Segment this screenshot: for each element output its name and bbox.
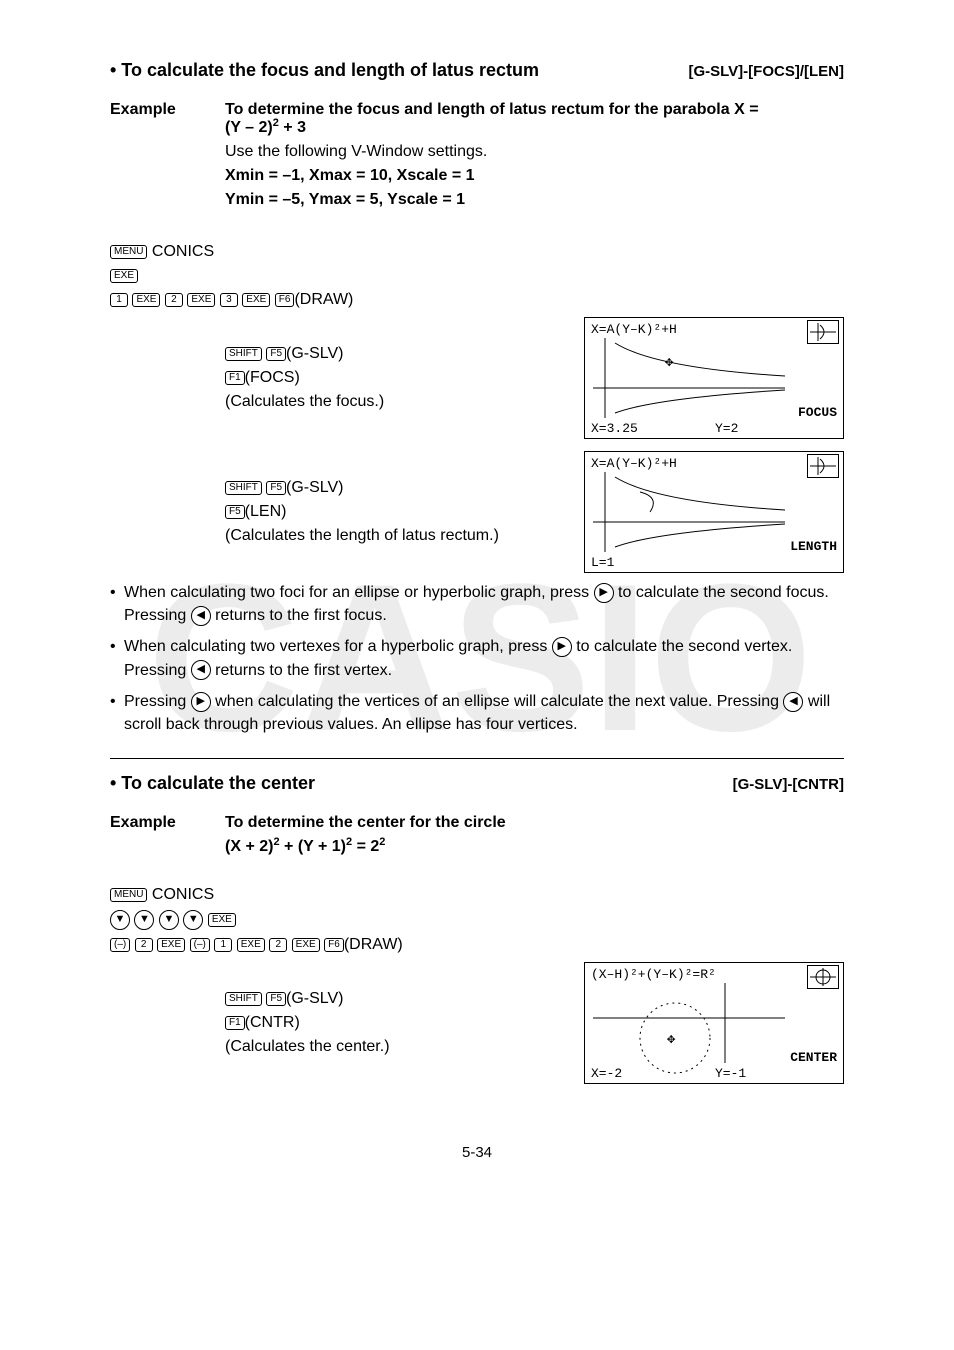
example2-row: Example To determine the center for the … — [110, 814, 844, 862]
neg-key: (–) — [190, 938, 210, 952]
right-arrow-key: ▶ — [594, 583, 614, 603]
step2-input: (–) 2 EXE (–) 1 EXE 2 EXE F6(DRAW) — [110, 936, 844, 954]
exe-key: EXE — [157, 938, 185, 952]
f5-key: F5 — [266, 481, 286, 495]
calc-len-text: (Calculates the length of latus rectum.) — [225, 527, 574, 545]
example2-label: Example — [110, 814, 225, 862]
note-2: • When calculating two vertexes for a hy… — [110, 635, 844, 681]
lcd-screen-length: X=A(Y–K)²+H L=1 LENGTH — [584, 451, 844, 573]
calc-focus-text: (Calculates the focus.) — [225, 393, 574, 411]
menu-key: MENU — [110, 888, 147, 902]
example1-text-line2: (Y – 2)2 + 3 — [225, 119, 844, 137]
lcd-screen-center: (X–H)²+(Y–K)²=R² ✥ X=-2 Y=-1 CENTER — [584, 962, 844, 1084]
exe-key: EXE — [110, 269, 138, 283]
lcd1-graph: ✥ — [585, 318, 843, 438]
step-gslv-2: SHIFT F5(G-SLV) — [225, 479, 574, 497]
section2-heading: • To calculate the center — [110, 773, 315, 794]
key-2: 2 — [269, 938, 287, 952]
svg-text:✥: ✥ — [665, 354, 674, 370]
down-key: ▼ — [134, 910, 154, 930]
example1-label: Example — [110, 101, 225, 215]
exe-key: EXE — [237, 938, 265, 952]
key-1: 1 — [110, 293, 128, 307]
f1-key: F1 — [225, 1016, 245, 1030]
key-3: 3 — [220, 293, 238, 307]
f5-key: F5 — [225, 505, 245, 519]
lcd2-graph — [585, 452, 843, 572]
section2-tag: [G-SLV]-[CNTR] — [733, 776, 844, 793]
left-arrow-key: ◀ — [191, 660, 211, 680]
left-arrow-key: ◀ — [783, 692, 803, 712]
example1-text-line1: To determine the focus and length of lat… — [225, 101, 844, 119]
divider — [110, 758, 844, 759]
f1-key: F1 — [225, 371, 245, 385]
example1-row: Example To determine the focus and lengt… — [110, 101, 844, 215]
key-1: 1 — [214, 938, 232, 952]
down-key: ▼ — [183, 910, 203, 930]
example1-xrange: Xmin = –1, Xmax = 10, Xscale = 1 — [225, 167, 844, 185]
note-1: • When calculating two foci for an ellip… — [110, 581, 844, 627]
note-3: • Pressing ▶ when calculating the vertic… — [110, 690, 844, 736]
section1-tag: [G-SLV]-[FOCS]/[LEN] — [688, 63, 844, 80]
f6-key: F6 — [324, 938, 344, 952]
step2-gslv: SHIFT F5(G-SLV) — [225, 990, 574, 1008]
example1-yrange: Ymin = –5, Ymax = 5, Yscale = 1 — [225, 191, 844, 209]
page-number: 5-34 — [110, 1144, 844, 1161]
right-arrow-key: ▶ — [191, 692, 211, 712]
exe-key: EXE — [208, 913, 236, 927]
f6-key: F6 — [275, 293, 295, 307]
step-len: F5(LEN) — [225, 503, 574, 521]
calc-center-text: (Calculates the center.) — [225, 1038, 574, 1056]
step-menu-conics: MENU CONICS — [110, 243, 844, 261]
svg-text:✥: ✥ — [667, 1031, 676, 1047]
step2-down: ▼ ▼ ▼ ▼ EXE — [110, 910, 844, 930]
shift-key: SHIFT — [225, 992, 262, 1006]
section1-heading-row: • To calculate the focus and length of l… — [110, 60, 844, 81]
key-2: 2 — [165, 293, 183, 307]
lcd3-type-icon — [807, 965, 839, 989]
exe-key: EXE — [242, 293, 270, 307]
right-arrow-key: ▶ — [552, 637, 572, 657]
down-key: ▼ — [110, 910, 130, 930]
left-arrow-key: ◀ — [191, 606, 211, 626]
exe-key: EXE — [187, 293, 215, 307]
section2-heading-row: • To calculate the center [G-SLV]-[CNTR] — [110, 773, 844, 794]
lcd2-type-icon — [807, 454, 839, 478]
f5-key: F5 — [266, 992, 286, 1006]
step-gslv-1: SHIFT F5(G-SLV) — [225, 345, 574, 363]
f5-key: F5 — [266, 347, 286, 361]
example2-text: To determine the center for the circle — [225, 814, 844, 832]
example2-formula: (X + 2)2 + (Y + 1)2 = 22 — [225, 838, 844, 856]
shift-key: SHIFT — [225, 347, 262, 361]
down-key: ▼ — [159, 910, 179, 930]
step-exe: EXE — [110, 267, 844, 285]
step-focs: F1(FOCS) — [225, 369, 574, 387]
section1-heading: • To calculate the focus and length of l… — [110, 60, 539, 81]
lcd-screen-focus: X=A(Y–K)²+H ✥ X=3.25 Y=2 FOCUS — [584, 317, 844, 439]
example1-vwindow-text: Use the following V-Window settings. — [225, 143, 844, 161]
shift-key: SHIFT — [225, 481, 262, 495]
exe-key: EXE — [292, 938, 320, 952]
step2-menu-conics: MENU CONICS — [110, 886, 844, 904]
lcd3-graph: ✥ — [585, 963, 843, 1083]
neg-key: (–) — [110, 938, 130, 952]
exe-key: EXE — [132, 293, 160, 307]
step-123-draw: 1 EXE 2 EXE 3 EXE F6(DRAW) — [110, 291, 844, 309]
menu-key: MENU — [110, 245, 147, 259]
step2-cntr: F1(CNTR) — [225, 1014, 574, 1032]
lcd1-type-icon — [807, 320, 839, 344]
key-2: 2 — [135, 938, 153, 952]
